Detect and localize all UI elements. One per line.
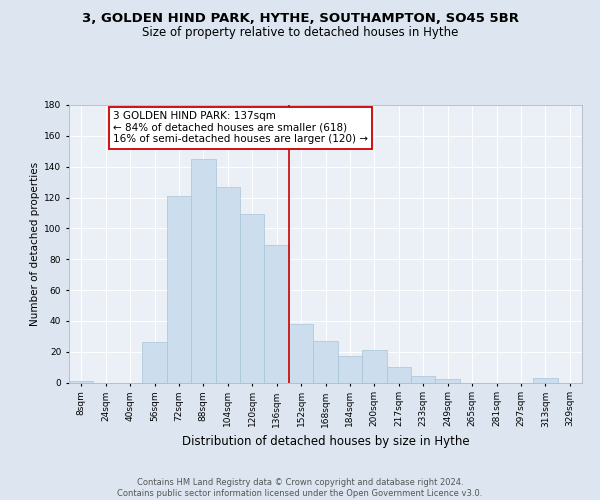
Bar [436,380,460,382]
Bar [289,324,313,382]
Bar [411,376,436,382]
Bar [386,367,411,382]
Bar [215,186,240,382]
Bar [533,378,557,382]
Bar [265,246,289,382]
Bar [362,350,386,382]
Text: 3 GOLDEN HIND PARK: 137sqm
← 84% of detached houses are smaller (618)
16% of sem: 3 GOLDEN HIND PARK: 137sqm ← 84% of deta… [113,111,368,144]
X-axis label: Distribution of detached houses by size in Hythe: Distribution of detached houses by size … [182,435,469,448]
Bar [191,159,215,382]
Bar [240,214,265,382]
Text: 3, GOLDEN HIND PARK, HYTHE, SOUTHAMPTON, SO45 5BR: 3, GOLDEN HIND PARK, HYTHE, SOUTHAMPTON,… [82,12,518,26]
Bar [142,342,167,382]
Bar [313,341,338,382]
Y-axis label: Number of detached properties: Number of detached properties [30,162,40,326]
Text: Contains HM Land Registry data © Crown copyright and database right 2024.
Contai: Contains HM Land Registry data © Crown c… [118,478,482,498]
Text: Size of property relative to detached houses in Hythe: Size of property relative to detached ho… [142,26,458,39]
Bar [167,196,191,382]
Bar [338,356,362,382]
Bar [69,381,94,382]
